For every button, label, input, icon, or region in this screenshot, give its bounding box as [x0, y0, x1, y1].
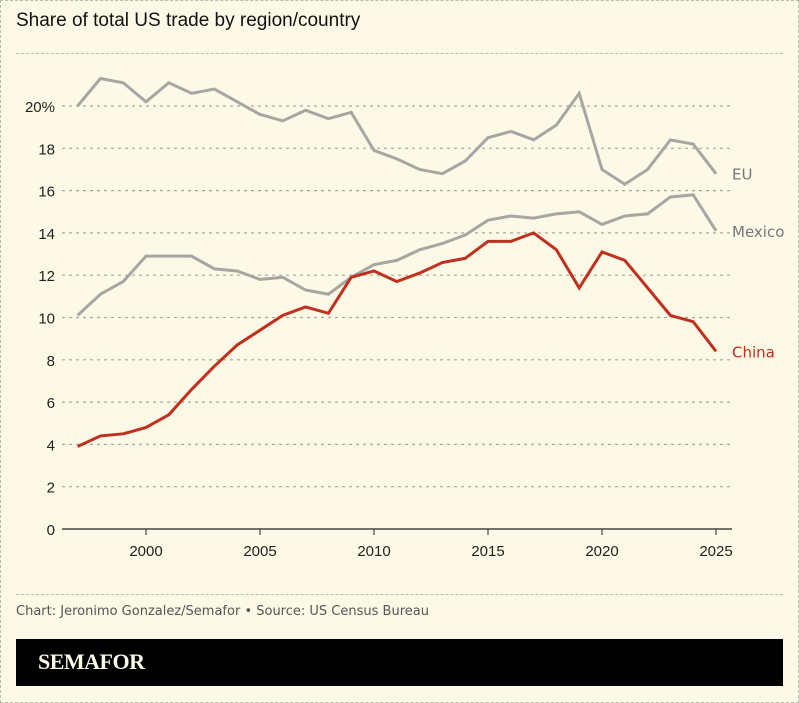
- brand-bar: SEMAFOR: [16, 639, 783, 686]
- series-label-mexico: Mexico: [732, 223, 784, 241]
- y-tick-label: 12: [38, 268, 55, 285]
- semafor-logo: SEMAFOR: [38, 649, 145, 674]
- y-tick-label: 20%: [25, 99, 55, 116]
- y-tick-label: 2: [47, 480, 55, 497]
- series-line-mexico: [76, 193, 718, 317]
- y-tick-label: 8: [47, 353, 55, 370]
- x-tick-label: 2000: [129, 543, 162, 560]
- line-chart: 0 2 4 6 8 10 12 14 16 18 20% 2000 2005 2010 2015 2020 20…: [25, 76, 784, 560]
- top-divider: [16, 53, 783, 54]
- y-tick-label: 6: [47, 395, 55, 412]
- x-tick-label: 2020: [585, 543, 618, 560]
- x-tick-label: 2010: [357, 543, 390, 560]
- y-tick-label: 16: [38, 184, 55, 201]
- series-label-eu: EU: [732, 166, 752, 184]
- x-tick-label: 2005: [243, 543, 276, 560]
- x-tick-label: 2015: [471, 543, 504, 560]
- series-line-china: [76, 231, 718, 448]
- y-tick-label: 4: [47, 437, 55, 454]
- chart-title: Share of total US trade by region/countr…: [16, 10, 361, 31]
- y-tick-label: 0: [47, 522, 55, 539]
- y-tick-label: 10: [38, 311, 55, 328]
- x-tick-label: 2025: [699, 543, 732, 560]
- y-tick-label: 14: [38, 226, 55, 243]
- source-credit: Chart: Jeronimo Gonzalez/Semafor • Sourc…: [16, 604, 429, 619]
- series-line-eu: [76, 76, 718, 187]
- series-label-china: China: [732, 343, 775, 361]
- y-tick-label: 18: [38, 141, 55, 158]
- bottom-divider: [16, 594, 783, 595]
